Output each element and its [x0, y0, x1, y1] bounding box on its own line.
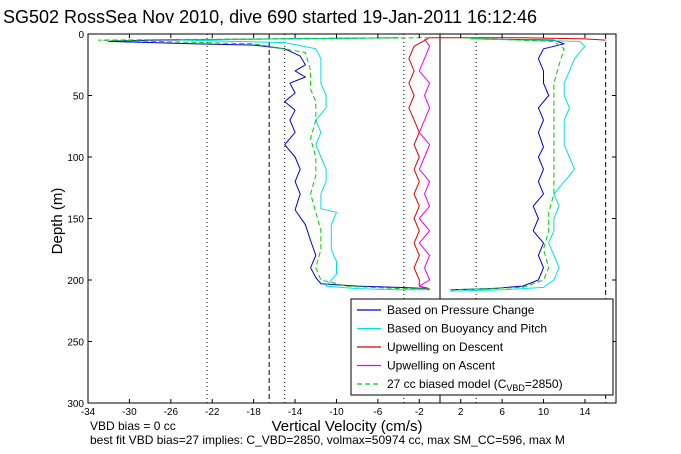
series-line-4	[450, 38, 565, 291]
x-tick-label-9: 2	[458, 407, 464, 418]
legend-label-0: Based on Pressure Change	[387, 303, 535, 317]
x-tick-label-1: -30	[122, 407, 137, 418]
series-layer	[97, 37, 606, 292]
x-tick-label-11: 10	[538, 407, 550, 418]
axes-layer: -34 -30 -26 -22 -18 -14 -10 -6 -2 2 6 10 14050100150…	[67, 30, 617, 418]
x-tick-label-10: 6	[499, 407, 505, 418]
y-tick-label-1: 50	[73, 92, 85, 103]
legend-label-2: Upwelling on Descent	[387, 340, 504, 354]
legend-label-1: Based on Buoyancy and Pitch	[387, 322, 547, 336]
legend: Based on Pressure Change Based on Buoyanc…	[350, 298, 614, 396]
legend-label-4: 27 cc biased model (CVBD=2850)	[387, 377, 563, 393]
x-tick-label-2: -26	[164, 407, 179, 418]
series-line-5	[450, 38, 586, 292]
y-tick-label-3: 150	[67, 215, 84, 226]
footer-line-1: VBD bias = 0 cc	[90, 419, 176, 433]
series-line-7	[97, 37, 430, 290]
y-tick-label-6: 300	[67, 399, 84, 410]
x-tick-label-7: -6	[373, 407, 382, 418]
legend-label-3: Upwelling on Ascent	[387, 359, 496, 373]
x-tick-label-12: 14	[579, 407, 591, 418]
series-line-1	[180, 37, 430, 291]
x-tick-label-3: -22	[205, 407, 220, 418]
y-axis-label: Depth (m)	[49, 188, 66, 255]
series-line-8	[450, 37, 565, 291]
y-tick-label-4: 200	[67, 276, 84, 287]
series-line-0	[108, 37, 430, 290]
x-tick-label-0: -34	[81, 407, 96, 418]
x-tick-label-6: -10	[329, 407, 344, 418]
series-line-3	[418, 38, 431, 291]
x-tick-label-4: -18	[246, 407, 261, 418]
y-tick-label-5: 250	[67, 338, 84, 349]
footer-line-2: best fit VBD bias=27 implies: C_VBD=2850…	[90, 433, 565, 447]
y-tick-label-2: 100	[67, 153, 84, 164]
series-line-2	[408, 37, 430, 290]
legend-box	[350, 298, 614, 396]
chart-title: SG502 RossSea Nov 2010, dive 690 started…	[3, 7, 537, 27]
y-tick-label-0: 0	[78, 30, 84, 41]
x-axis-label: Vertical Velocity (cm/s)	[272, 418, 423, 435]
series-line-6	[429, 37, 606, 41]
x-tick-label-8: -2	[415, 407, 424, 418]
x-tick-label-5: -14	[288, 407, 303, 418]
